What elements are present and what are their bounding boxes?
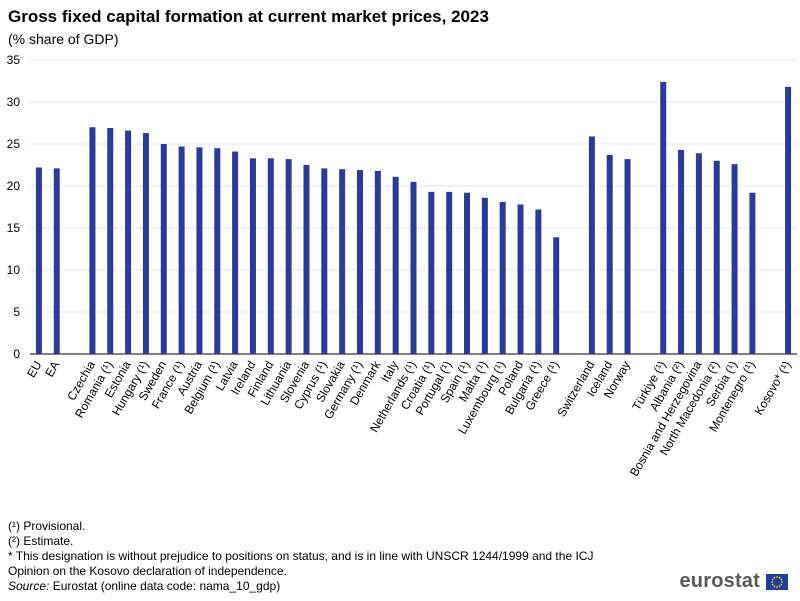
bar bbox=[232, 151, 239, 354]
bar bbox=[89, 127, 96, 354]
bar bbox=[267, 158, 274, 354]
bar bbox=[785, 86, 792, 354]
y-tick-label: 0 bbox=[13, 347, 20, 361]
bar bbox=[553, 237, 560, 354]
bar bbox=[196, 147, 203, 354]
bar bbox=[535, 209, 542, 354]
y-tick-label: 20 bbox=[7, 179, 21, 193]
bar bbox=[392, 176, 399, 354]
bar bbox=[374, 170, 381, 354]
bar bbox=[499, 201, 506, 354]
footnotes: (¹) Provisional. (²) Estimate. * This de… bbox=[8, 519, 593, 594]
footnote-provisional: (¹) Provisional. bbox=[8, 519, 86, 533]
bar bbox=[249, 158, 256, 354]
bar bbox=[214, 148, 221, 354]
bar bbox=[321, 168, 328, 354]
bar bbox=[35, 167, 42, 354]
bar bbox=[624, 159, 631, 354]
y-tick-label: 5 bbox=[13, 305, 20, 319]
bar bbox=[303, 165, 310, 354]
bar bbox=[125, 130, 132, 354]
footnote-kosovo-line-1: * This designation is without prejudice … bbox=[8, 549, 594, 563]
source-text: Eurostat (online data code: nama_10_gdp) bbox=[49, 579, 281, 593]
logo-text: eurostat bbox=[679, 570, 760, 592]
chart-title: Gross fixed capital formation at current… bbox=[8, 7, 489, 26]
bar bbox=[428, 191, 435, 354]
y-tick-label: 30 bbox=[7, 95, 21, 109]
bar bbox=[588, 136, 595, 354]
source-label: Source: bbox=[8, 579, 50, 593]
bar bbox=[339, 169, 346, 354]
bar bbox=[517, 204, 524, 354]
bar bbox=[285, 159, 292, 354]
bar bbox=[410, 181, 417, 354]
y-tick-label: 35 bbox=[7, 53, 21, 67]
bar bbox=[142, 133, 149, 354]
source-note: Source: Eurostat (online data code: nama… bbox=[8, 579, 593, 594]
bar bbox=[695, 153, 702, 354]
bar bbox=[713, 160, 720, 354]
bar bbox=[178, 146, 185, 354]
x-tick-label: Kosovo* (¹) bbox=[752, 359, 794, 418]
y-tick-label: 15 bbox=[7, 221, 21, 235]
y-tick-label: 10 bbox=[7, 263, 21, 277]
bar bbox=[107, 128, 114, 354]
bar bbox=[481, 197, 488, 354]
bar bbox=[660, 81, 667, 354]
x-tick-label: EA bbox=[42, 359, 62, 380]
bar bbox=[160, 144, 167, 354]
x-tick-label: EU bbox=[24, 359, 44, 380]
chart-subtitle: (% share of GDP) bbox=[8, 31, 119, 47]
bar bbox=[749, 192, 756, 354]
footnote-estimate: (²) Estimate. bbox=[8, 534, 74, 548]
eu-flag-icon bbox=[766, 573, 788, 590]
bar bbox=[464, 192, 471, 354]
eurostat-logo: eurostat bbox=[679, 570, 788, 593]
bar bbox=[678, 149, 685, 354]
y-tick-label: 25 bbox=[7, 137, 21, 151]
bar bbox=[446, 191, 453, 354]
bar bbox=[731, 164, 738, 354]
bar bbox=[53, 168, 60, 354]
footnote-kosovo-line-2: Opinion on the Kosovo declaration of ind… bbox=[8, 564, 287, 578]
bar bbox=[356, 170, 363, 354]
bar bbox=[606, 154, 613, 354]
